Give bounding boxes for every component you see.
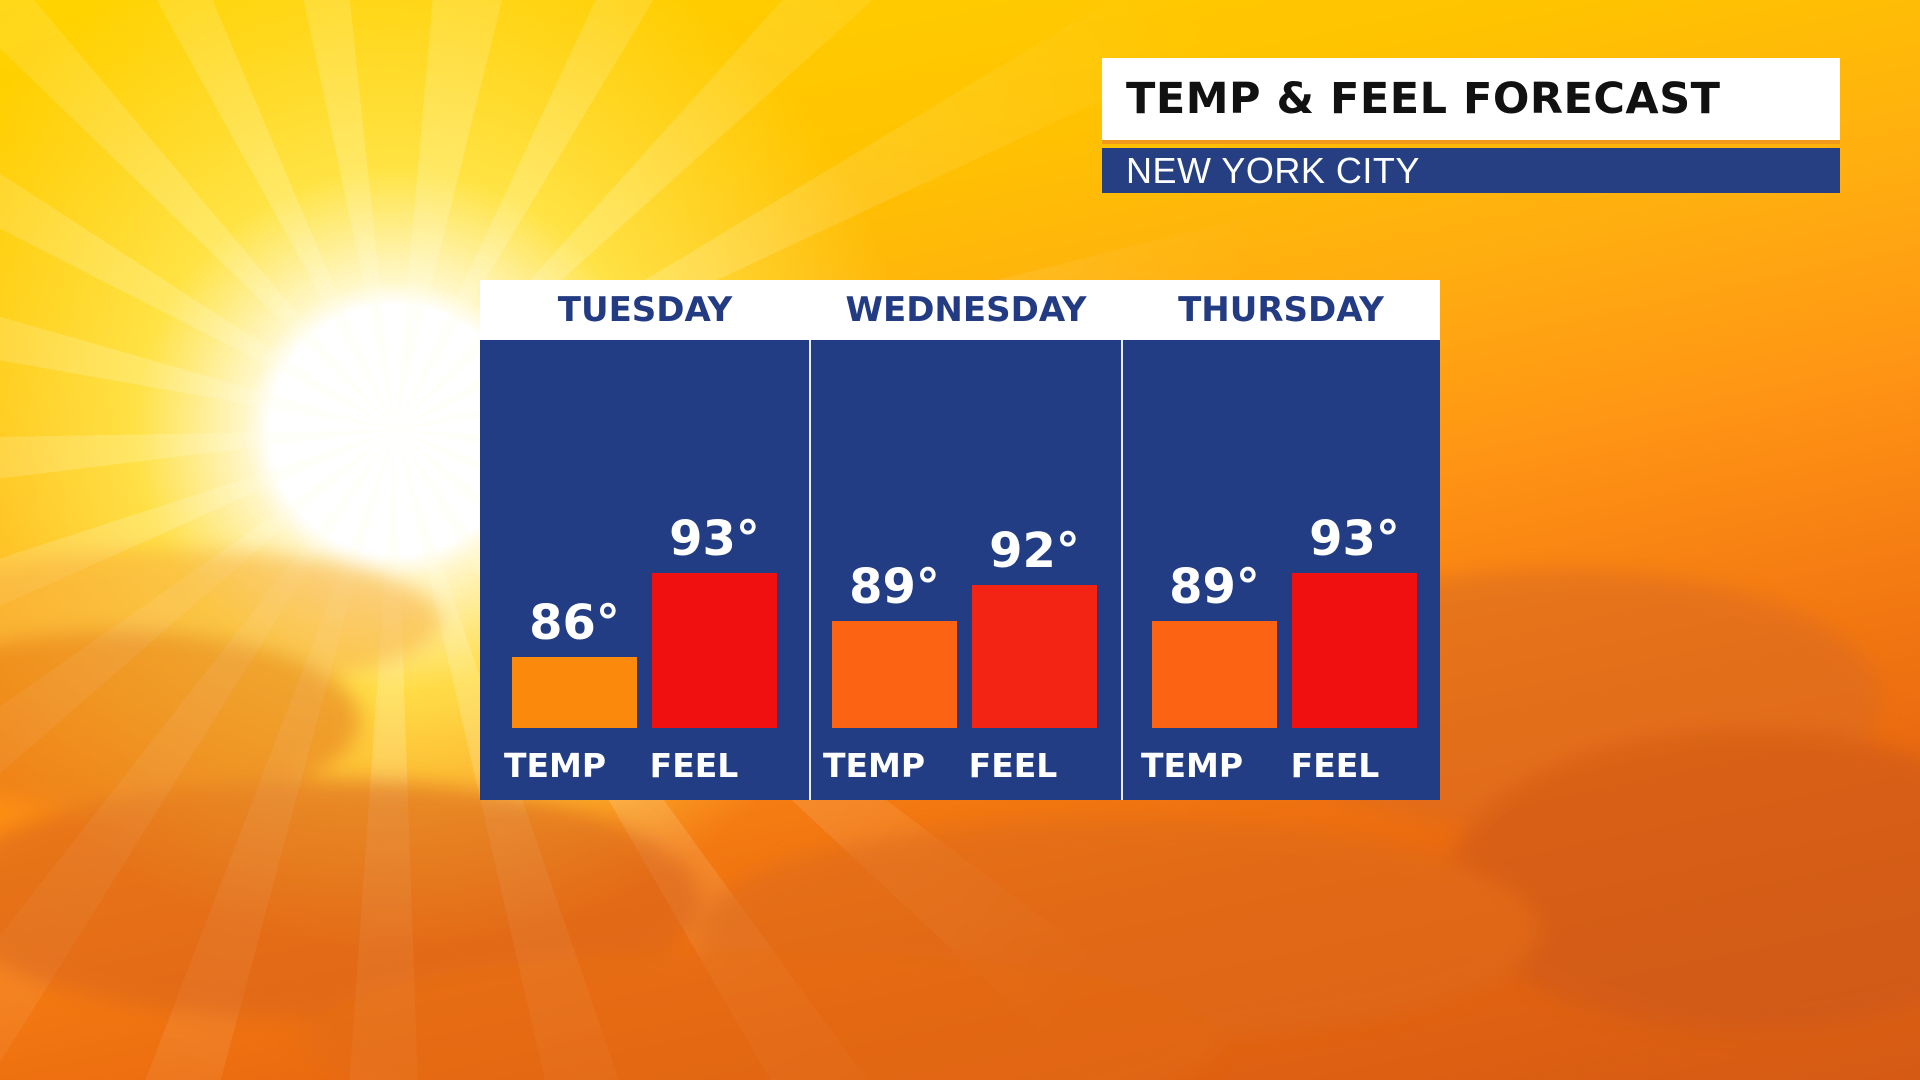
day-label-thursday: THURSDAY <box>1178 290 1384 330</box>
column-divider <box>1121 340 1123 800</box>
day-label-wednesday: WEDNESDAY <box>845 290 1087 330</box>
location-banner: NEW YORK CITY <box>1102 148 1840 193</box>
feel-value-label-thursday: 93° <box>1309 511 1400 567</box>
column-divider <box>809 340 811 800</box>
feel-value-label-tuesday: 93° <box>669 511 760 567</box>
bar-label-temp: TEMP <box>822 746 926 785</box>
chart-body <box>480 340 1440 800</box>
temp-value-label-tuesday: 86° <box>529 595 620 651</box>
feel-bar-thursday <box>1292 573 1417 728</box>
bar-label-feel: FEEL <box>649 746 739 785</box>
temp-value-label-wednesday: 89° <box>849 559 940 615</box>
day-label-tuesday: TUESDAY <box>557 290 733 330</box>
chart-title: TEMP & FEEL FORECAST <box>1126 74 1721 124</box>
temp-value-label-thursday: 89° <box>1169 559 1260 615</box>
bar-label-feel: FEEL <box>1290 746 1380 785</box>
feel-bar-wednesday <box>972 585 1097 728</box>
temp-bar-wednesday <box>832 621 957 728</box>
location-label: NEW YORK CITY <box>1126 149 1420 191</box>
forecast-chart: TUESDAY WEDNESDAY THURSDAY TEMP FEEL TEM… <box>480 280 1440 800</box>
bar-label-feel: FEEL <box>968 746 1058 785</box>
day-header-row <box>480 280 1440 340</box>
temp-bar-thursday <box>1152 621 1277 728</box>
temp-bar-tuesday <box>512 657 637 728</box>
bar-label-temp: TEMP <box>1140 746 1244 785</box>
feel-bar-tuesday <box>652 573 777 728</box>
feel-value-label-wednesday: 92° <box>989 523 1080 579</box>
bar-label-temp: TEMP <box>503 746 607 785</box>
title-banner: TEMP & FEEL FORECAST <box>1102 58 1840 144</box>
